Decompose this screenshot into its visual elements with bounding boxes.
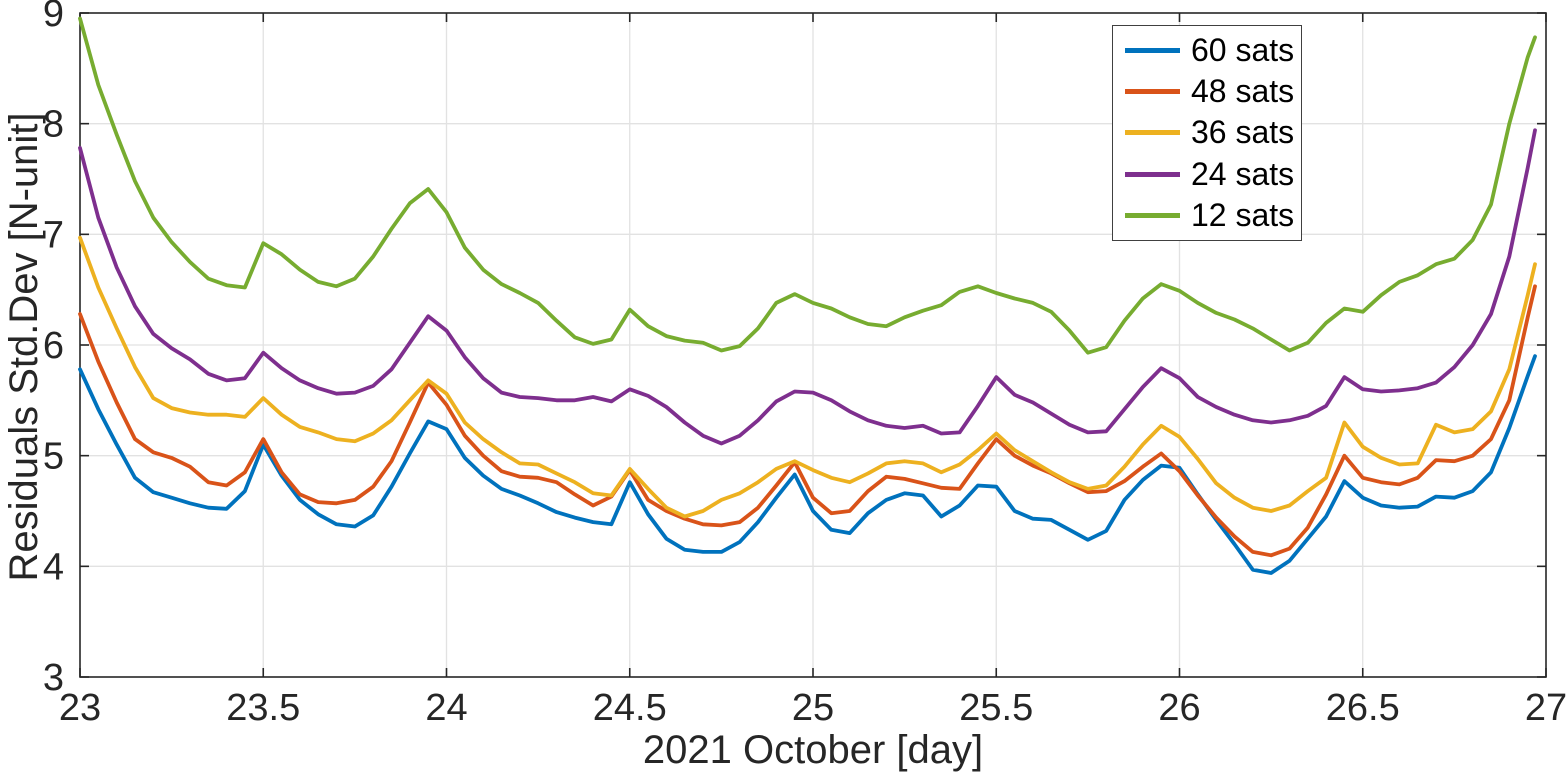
x-tick-label: 25 <box>792 687 834 729</box>
x-tick-label: 23 <box>59 687 101 729</box>
x-axis-label: 2021 October [day] <box>642 728 984 772</box>
series-line-48-sats <box>78 284 1537 558</box>
series-line-36-sats <box>78 235 1537 519</box>
x-tick-label: 24.5 <box>593 687 667 729</box>
x-tick-label: 24 <box>425 687 467 729</box>
y-tick-label: 7 <box>43 214 64 256</box>
x-tick-label: 23.5 <box>226 687 300 729</box>
x-tick-label: 25.5 <box>959 687 1033 729</box>
series-line-12-sats <box>78 16 1537 355</box>
legend-label-48-sats: 48 sats <box>1191 73 1295 110</box>
legend: 60 sats 48 sats 36 sats 24 sats 12 sats <box>1112 25 1302 241</box>
x-tick-label: 27 <box>1525 687 1566 729</box>
legend-line-swatch-24-sats <box>1125 171 1180 177</box>
legend-item-24-sats: 24 sats <box>1113 156 1301 193</box>
legend-item-12-sats: 12 sats <box>1113 197 1301 234</box>
legend-line-swatch-12-sats <box>1125 212 1180 218</box>
legend-line-swatch-60-sats <box>1125 48 1180 54</box>
legend-line-swatch-36-sats <box>1125 130 1180 136</box>
x-tick-label: 26 <box>1158 687 1200 729</box>
y-tick-label: 4 <box>43 546 64 588</box>
legend-label-60-sats: 60 sats <box>1191 32 1295 69</box>
y-axis-label: Residuals Std.Dev [N-unit] <box>2 112 46 582</box>
y-tick-label: 8 <box>43 104 64 146</box>
legend-item-48-sats: 48 sats <box>1113 73 1301 110</box>
series-line-24-sats <box>78 128 1537 446</box>
y-tick-label: 9 <box>43 0 64 35</box>
legend-label-24-sats: 24 sats <box>1191 155 1295 192</box>
legend-item-60-sats: 60 sats <box>1113 32 1301 69</box>
series-line-60-sats <box>78 354 1537 575</box>
y-tick-label: 3 <box>43 657 64 699</box>
legend-label-12-sats: 12 sats <box>1191 196 1295 233</box>
legend-line-swatch-48-sats <box>1125 89 1180 95</box>
y-tick-label: 6 <box>43 325 64 367</box>
y-tick-label: 5 <box>43 436 64 478</box>
x-tick-label: 26.5 <box>1326 687 1400 729</box>
legend-label-36-sats: 36 sats <box>1191 114 1295 151</box>
legend-item-36-sats: 36 sats <box>1113 114 1301 151</box>
